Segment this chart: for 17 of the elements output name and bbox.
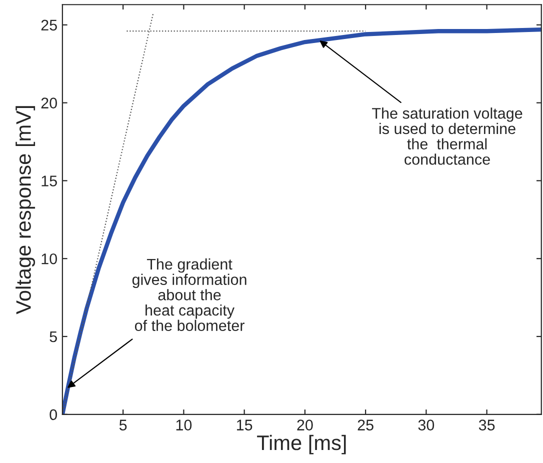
x-tick-label: 25 <box>358 420 374 430</box>
x-tick-label: 35 <box>478 420 495 430</box>
y-tick-label: 10 <box>42 253 57 264</box>
x-tick-label: 5 <box>119 420 127 430</box>
x-tick-label: 30 <box>418 420 434 430</box>
x-tick-label: 10 <box>176 420 192 430</box>
x-axis-title: Time [ms] <box>257 434 346 454</box>
y-tick-label: 25 <box>41 20 57 31</box>
y-tick-label: 15 <box>42 176 57 186</box>
x-tick-label: 20 <box>297 420 313 430</box>
y-axis-title: Voltage response [mV] <box>16 106 36 314</box>
y-tick-label: 0 <box>50 409 57 420</box>
y-tick-label: 5 <box>50 332 57 342</box>
annotation: The gradient gives information about the heat capacity of the bolometer <box>132 258 246 332</box>
y-tick-label: 20 <box>41 98 57 108</box>
x-tick-label: 15 <box>236 420 252 430</box>
annotation: The saturation voltage is used to determine the thermal conductance <box>372 108 522 165</box>
